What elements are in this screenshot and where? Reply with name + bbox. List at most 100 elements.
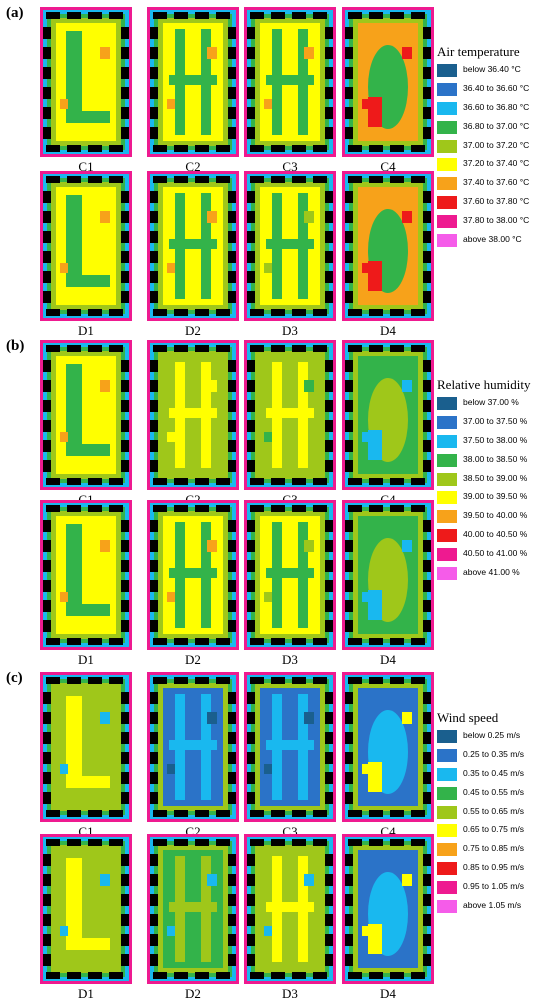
legend-swatch — [437, 529, 457, 543]
legend-label: above 1.05 m/s — [463, 900, 522, 911]
heatmap-svg — [40, 672, 132, 822]
legend-swatch — [437, 805, 457, 819]
map-label: C4 — [380, 159, 396, 174]
legend-item: 37.40 to 37.60 °C — [437, 175, 529, 194]
heatmap-d3 — [244, 834, 336, 984]
legend-item: 36.80 to 37.00 °C — [437, 119, 529, 138]
heatmap-d4 — [342, 171, 434, 321]
legend-swatch — [437, 101, 457, 115]
legend-swatch — [437, 139, 457, 153]
legend-label: 36.60 to 36.80 °C — [463, 101, 530, 112]
heatmap-d4 — [342, 834, 434, 984]
legend-swatch — [437, 567, 457, 581]
legend-swatch — [437, 453, 457, 467]
legend-item: 0.25 to 0.35 m/s — [437, 747, 524, 766]
legend-label: 38.00 to 38.50 % — [463, 453, 528, 464]
legend-swatch — [437, 415, 457, 429]
legend-swatch — [437, 786, 457, 800]
legend-item: above 1.05 m/s — [437, 898, 521, 917]
heatmap-svg — [244, 340, 336, 490]
map-label: D1 — [78, 652, 94, 667]
legend-label: below 37.00 % — [463, 397, 519, 407]
heatmap-d3 — [244, 500, 336, 650]
legend-label: 37.40 to 37.60 °C — [463, 177, 530, 188]
legend-item: 40.50 to 41.00 % — [437, 546, 531, 565]
legend-label: 39.00 to 39.50 % — [463, 491, 528, 502]
heatmap-svg — [342, 340, 434, 490]
heatmap-d1 — [40, 500, 132, 650]
legend-swatch — [437, 748, 457, 762]
heatmap-d1 — [40, 171, 132, 321]
legend-item: 0.85 to 0.95 m/s — [437, 860, 524, 879]
legend-swatch — [437, 82, 457, 96]
legend-item: 0.35 to 0.45 m/s — [437, 766, 524, 785]
legend-item: 0.75 to 0.85 m/s — [437, 841, 524, 860]
legend-swatch — [437, 548, 457, 562]
legend-label: 37.20 to 37.40 °C — [463, 158, 530, 169]
heatmap-svg — [147, 7, 239, 157]
legend-swatch — [437, 64, 457, 77]
heatmap-svg — [40, 500, 132, 650]
panel-letter: (b) — [6, 338, 25, 354]
map-label: C1 — [78, 159, 94, 174]
legend-swatch — [437, 434, 457, 448]
legend: Wind speed below 0.25 m/s 0.25 to 0.35 m/s… — [437, 710, 524, 917]
map-label: D4 — [380, 323, 396, 338]
legend-label: 37.00 to 37.20 °C — [463, 139, 530, 150]
legend-item: below 37.00 % — [437, 395, 531, 414]
heatmap-svg — [147, 500, 239, 650]
legend-item: 38.00 to 38.50 % — [437, 452, 531, 471]
panel-letter: (a) — [6, 5, 24, 21]
heatmap-c4 — [342, 340, 434, 490]
legend-label: 39.50 to 40.00 % — [463, 510, 528, 521]
legend-label: 37.00 to 37.50 % — [463, 415, 528, 426]
legend-item: above 41.00 % — [437, 565, 531, 584]
legend-label: 36.80 to 37.00 °C — [463, 120, 530, 131]
legend-swatch — [437, 158, 457, 172]
map-label: D2 — [185, 986, 201, 1001]
heatmap-d3 — [244, 171, 336, 321]
heatmap-svg — [244, 500, 336, 650]
map-label: D1 — [78, 986, 94, 1001]
heatmap-c3 — [244, 340, 336, 490]
legend-label: 40.00 to 40.50 % — [463, 529, 528, 540]
heatmap-svg — [342, 500, 434, 650]
legend-label: 37.50 to 38.00 % — [463, 434, 528, 445]
legend-item: 0.65 to 0.75 m/s — [437, 822, 524, 841]
map-label: D3 — [282, 323, 298, 338]
heatmap-svg — [147, 340, 239, 490]
legend-label: above 38.00 °C — [463, 234, 522, 245]
legend-label: 0.55 to 0.65 m/s — [463, 805, 524, 816]
legend-item: 37.80 to 38.00 °C — [437, 213, 529, 232]
legend-item: 39.00 to 39.50 % — [437, 489, 531, 508]
heatmap-c2 — [147, 672, 239, 822]
map-label: C3 — [282, 159, 298, 174]
legend-swatch — [437, 843, 457, 857]
heatmap-c3 — [244, 672, 336, 822]
heatmap-svg — [147, 834, 239, 984]
legend-item: 37.50 to 38.00 % — [437, 433, 531, 452]
legend-title: Air temperature — [437, 44, 520, 59]
map-label: D3 — [282, 652, 298, 667]
heatmap-svg — [244, 834, 336, 984]
heatmap-c1 — [40, 672, 132, 822]
heatmap-svg — [342, 672, 434, 822]
legend-item: 37.00 to 37.50 % — [437, 414, 531, 433]
legend-label: 0.45 to 0.55 m/s — [463, 786, 524, 797]
legend-item: above 38.00 °C — [437, 232, 522, 251]
legend-label: 0.25 to 0.35 m/s — [463, 748, 524, 759]
legend-swatch — [437, 120, 457, 134]
legend-label: 0.35 to 0.45 m/s — [463, 767, 524, 778]
heatmap-d4 — [342, 500, 434, 650]
heatmap-d1 — [40, 834, 132, 984]
legend-item: 0.55 to 0.65 m/s — [437, 804, 524, 823]
legend-item: 36.40 to 36.60 °C — [437, 81, 529, 100]
heatmap-svg — [342, 7, 434, 157]
legend-swatch — [437, 234, 457, 248]
legend-label: 40.50 to 41.00 % — [463, 548, 528, 559]
heatmap-svg — [342, 834, 434, 984]
legend-label: 0.65 to 0.75 m/s — [463, 824, 524, 835]
heatmap-svg — [342, 171, 434, 321]
heatmap-d2 — [147, 834, 239, 984]
legend-item: 0.95 to 1.05 m/s — [437, 879, 524, 898]
